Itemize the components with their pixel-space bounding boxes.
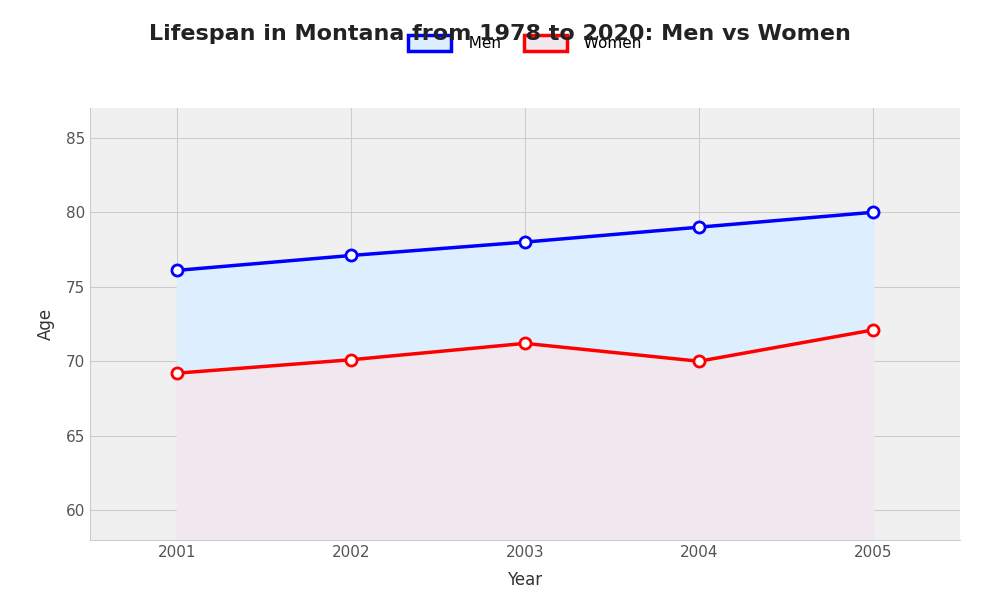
Y-axis label: Age: Age	[37, 308, 55, 340]
Text: Lifespan in Montana from 1978 to 2020: Men vs Women: Lifespan in Montana from 1978 to 2020: M…	[149, 24, 851, 44]
Legend:   Men,   Women: Men, Women	[402, 29, 648, 58]
X-axis label: Year: Year	[507, 571, 543, 589]
